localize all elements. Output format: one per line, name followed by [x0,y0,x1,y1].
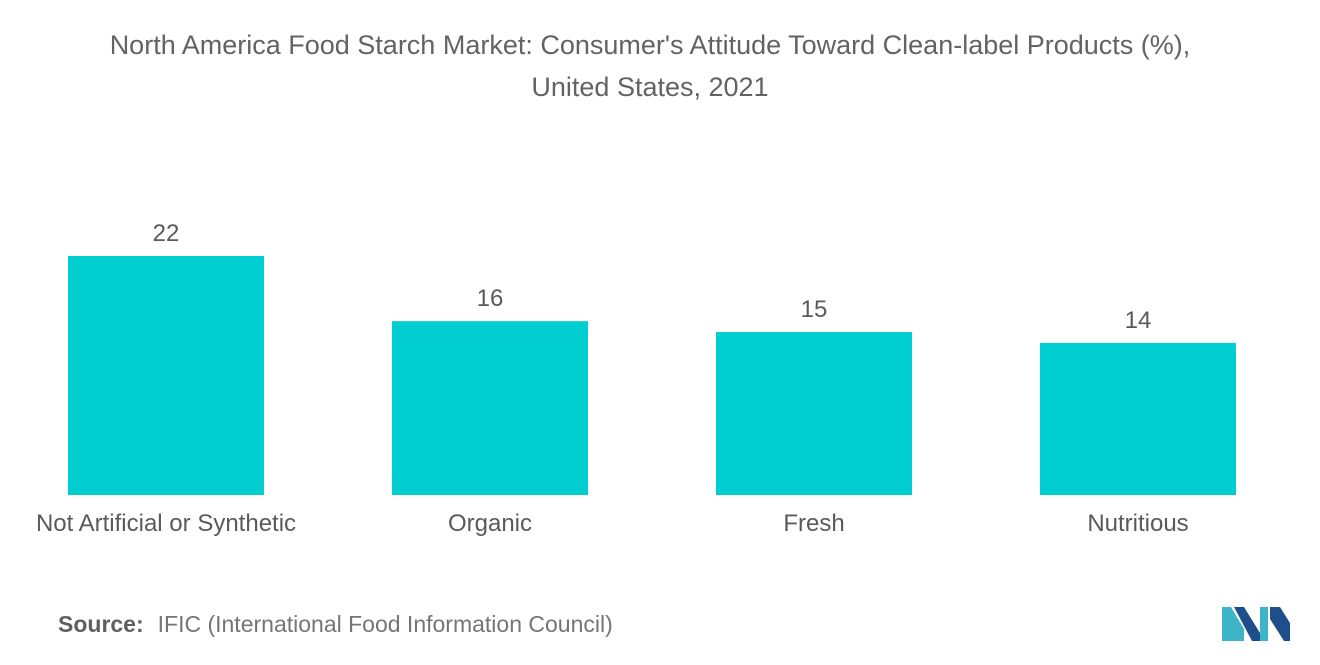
source-note: Source: IFIC (International Food Informat… [58,611,613,638]
chart-title-line-1: North America Food Starch Market: Consum… [109,30,1191,60]
source-text: IFIC (International Food Information Cou… [157,611,613,637]
bar-1 [392,321,588,495]
value-label-0: 22 [153,220,180,247]
chart-title-line-2: United States, 2021 [531,72,769,102]
bar-0 [68,256,264,495]
value-labels-group: 22 16 15 14 [153,220,1152,334]
logo-shape-right-dark [1270,607,1290,641]
bars-group [68,256,1236,495]
category-label-3: Nutritious [1087,510,1188,537]
value-label-1: 16 [477,285,504,312]
mordor-intelligence-logo-icon [1222,607,1290,641]
bar-2 [716,332,912,495]
source-label: Source: [58,611,144,637]
value-label-3: 14 [1125,307,1152,334]
category-label-2: Fresh [783,510,844,537]
value-label-2: 15 [801,296,828,323]
logo-shape-middle [1234,607,1260,641]
category-labels-group: Not Artificial or Synthetic Organic Fresh N… [36,510,1189,537]
category-label-1: Organic [448,510,532,537]
category-label-0: Not Artificial or Synthetic [36,510,296,537]
logo-shape-left [1222,607,1244,641]
logo-shape-right-light [1260,607,1268,641]
bar-3 [1040,342,1236,495]
chart-title: North America Food Starch Market: Consum… [0,24,1300,108]
